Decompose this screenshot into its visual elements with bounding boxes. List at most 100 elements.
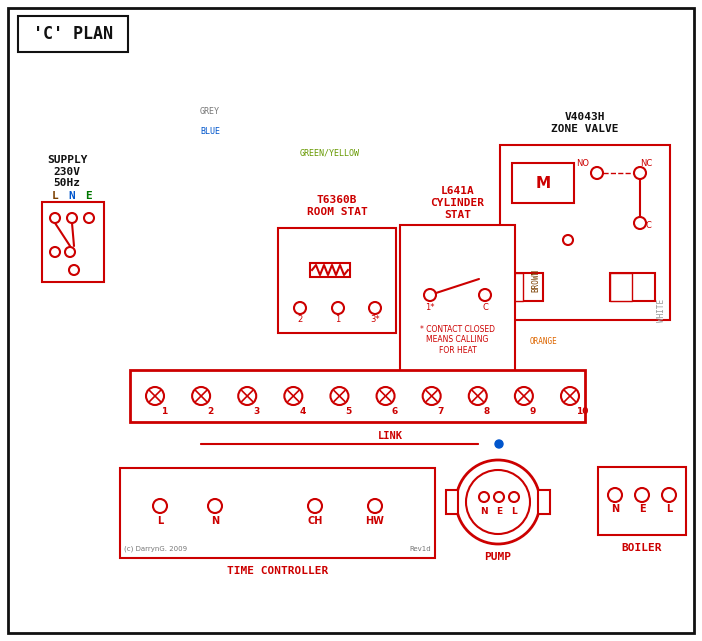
Text: 9: 9 <box>530 406 536 415</box>
Circle shape <box>423 387 441 405</box>
Text: BLUE: BLUE <box>200 126 220 135</box>
Text: 'C' PLAN: 'C' PLAN <box>33 25 113 43</box>
Circle shape <box>495 440 503 448</box>
Circle shape <box>284 387 303 405</box>
Circle shape <box>591 167 603 179</box>
Bar <box>512 163 574 203</box>
Circle shape <box>84 213 94 223</box>
Circle shape <box>662 488 676 502</box>
Text: 10: 10 <box>576 406 588 415</box>
Text: L641A
CYLINDER
STAT: L641A CYLINDER STAT <box>430 187 484 220</box>
Text: BOILER: BOILER <box>622 543 662 553</box>
Circle shape <box>67 213 77 223</box>
Text: SUPPLY
230V
50Hz: SUPPLY 230V 50Hz <box>47 155 87 188</box>
Text: 2: 2 <box>298 315 303 324</box>
Bar <box>538 490 550 514</box>
Text: (c) DarrynG. 2009: (c) DarrynG. 2009 <box>124 545 187 552</box>
Text: N: N <box>611 504 619 514</box>
Text: T6360B
ROOM STAT: T6360B ROOM STAT <box>307 196 367 217</box>
Circle shape <box>65 247 75 257</box>
Text: L: L <box>52 191 58 201</box>
Bar <box>610 273 632 301</box>
Bar <box>500 145 670 320</box>
Text: 4: 4 <box>299 406 305 415</box>
Text: BROWN: BROWN <box>531 269 541 292</box>
Bar <box>310 263 350 277</box>
Circle shape <box>368 499 382 513</box>
Circle shape <box>469 387 486 405</box>
Bar <box>130 370 585 422</box>
Text: NC: NC <box>640 160 652 169</box>
Circle shape <box>369 302 381 314</box>
Circle shape <box>608 488 622 502</box>
Text: Rev1d: Rev1d <box>409 546 431 552</box>
Circle shape <box>192 387 210 405</box>
Circle shape <box>331 387 348 405</box>
Circle shape <box>208 499 222 513</box>
Text: 6: 6 <box>392 406 398 415</box>
Text: PUMP: PUMP <box>484 552 512 562</box>
Text: GREY: GREY <box>200 108 220 117</box>
Text: GREEN/YELLOW: GREEN/YELLOW <box>300 149 360 158</box>
Text: WHITE: WHITE <box>656 299 665 322</box>
Bar <box>598 467 686 535</box>
Text: 2: 2 <box>207 406 213 415</box>
Bar <box>18 16 128 52</box>
Bar <box>446 490 458 514</box>
Text: C: C <box>645 221 651 229</box>
Circle shape <box>376 387 395 405</box>
Bar <box>278 228 396 333</box>
Bar <box>42 202 104 282</box>
Text: TIME CONTROLLER: TIME CONTROLLER <box>227 566 328 576</box>
Circle shape <box>466 470 530 534</box>
Text: L: L <box>511 508 517 517</box>
Bar <box>508 273 543 301</box>
Circle shape <box>50 247 60 257</box>
Circle shape <box>69 265 79 275</box>
Text: L: L <box>157 516 163 526</box>
Circle shape <box>456 460 540 544</box>
Circle shape <box>634 167 646 179</box>
Text: M: M <box>536 176 550 190</box>
Text: ORANGE: ORANGE <box>530 338 558 347</box>
Text: * CONTACT CLOSED
MEANS CALLING
FOR HEAT: * CONTACT CLOSED MEANS CALLING FOR HEAT <box>420 325 495 355</box>
Text: E: E <box>496 508 502 517</box>
Circle shape <box>479 492 489 502</box>
Bar <box>508 273 523 301</box>
Circle shape <box>563 235 573 245</box>
Circle shape <box>509 492 519 502</box>
Text: 1*: 1* <box>425 303 435 312</box>
Circle shape <box>238 387 256 405</box>
Circle shape <box>332 302 344 314</box>
Text: V4043H
ZONE VALVE: V4043H ZONE VALVE <box>551 112 618 134</box>
Text: 7: 7 <box>437 406 444 415</box>
Text: 1: 1 <box>336 315 340 324</box>
Circle shape <box>634 217 646 229</box>
Circle shape <box>308 499 322 513</box>
Text: 1: 1 <box>161 406 167 415</box>
Circle shape <box>515 387 533 405</box>
Circle shape <box>50 213 60 223</box>
Circle shape <box>635 488 649 502</box>
Text: 8: 8 <box>484 406 490 415</box>
Text: C: C <box>482 303 488 312</box>
Text: E: E <box>639 504 645 514</box>
Text: CH: CH <box>307 516 323 526</box>
Text: L: L <box>666 504 672 514</box>
Text: N: N <box>480 508 488 517</box>
Text: N: N <box>69 191 75 201</box>
Bar <box>400 225 515 375</box>
Text: LINK: LINK <box>378 431 402 441</box>
Text: N: N <box>211 516 219 526</box>
Circle shape <box>294 302 306 314</box>
Text: 3*: 3* <box>370 315 380 324</box>
Bar <box>120 468 435 558</box>
Circle shape <box>494 492 504 502</box>
Circle shape <box>146 387 164 405</box>
Text: NO: NO <box>576 160 590 169</box>
Text: 3: 3 <box>253 406 260 415</box>
Circle shape <box>561 387 579 405</box>
Bar <box>610 273 655 301</box>
Text: E: E <box>86 191 93 201</box>
Circle shape <box>479 289 491 301</box>
